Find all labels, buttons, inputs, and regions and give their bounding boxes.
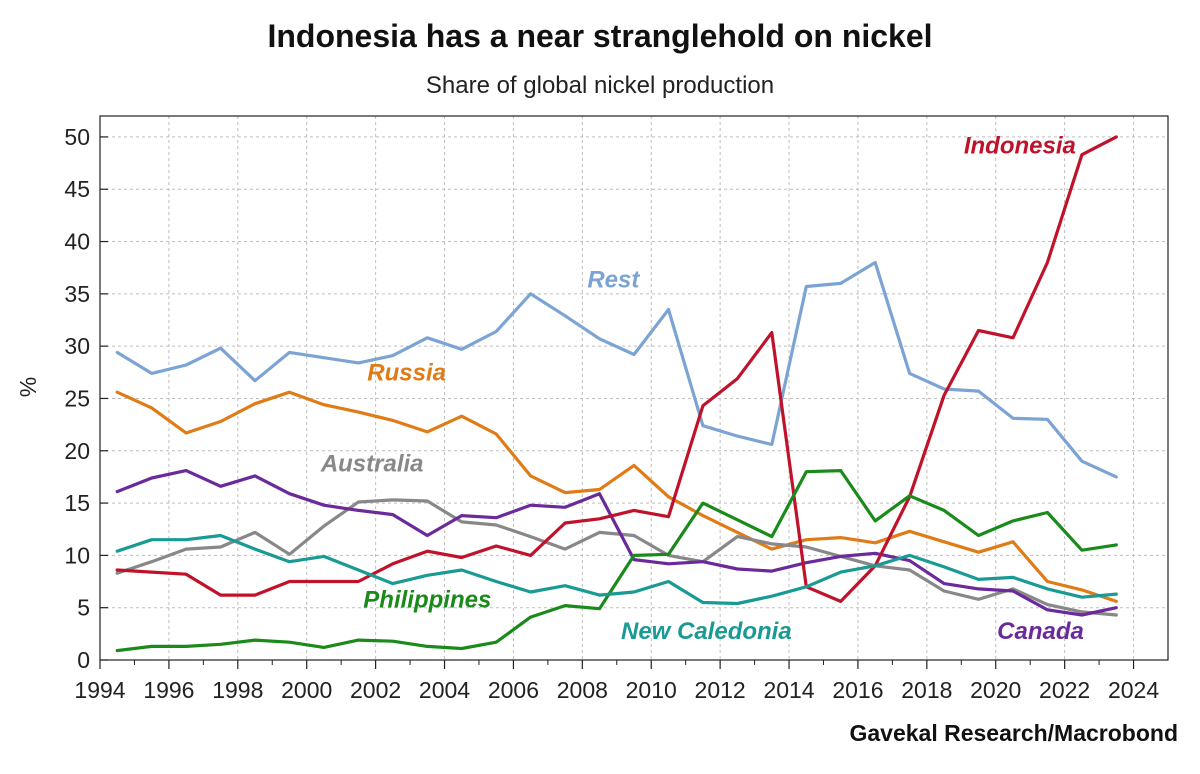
series-label-rest: Rest [587,267,640,294]
x-tick-label: 2016 [832,677,883,703]
series-label-new-caledonia: New Caledonia [621,618,792,645]
y-tick-label: 45 [64,176,90,202]
y-tick-label: 25 [64,385,90,411]
series-line-indonesia [115,135,1118,604]
series-line-new-caledonia [115,533,1118,606]
chart-subtitle: Share of global nickel production [425,72,775,99]
y-axis-label: % [15,377,41,397]
grid [100,116,1168,660]
x-tick-label: 2006 [488,677,539,703]
x-tick-label: 2008 [557,677,608,703]
series-label-indonesia: Indonesia [964,133,1076,160]
y-tick-label: 5 [77,595,90,621]
series-line-philippines [115,469,1118,653]
x-tick-label: 2024 [1108,677,1159,703]
y-tick-label: 10 [64,542,90,568]
x-tick-label: 2000 [281,677,332,703]
x-tick-label: 1994 [74,677,125,703]
series-label-philippines: Philippines [363,587,491,614]
series-lines [115,135,1118,653]
series-line-rest [115,260,1118,479]
x-tick-label: 2018 [901,677,952,703]
x-tick-label: 2020 [970,677,1021,703]
series-label-australia: Australia [320,451,424,478]
series-line-canada [115,469,1118,617]
x-tick-label: 2004 [419,677,470,703]
y-tick-label: 30 [64,333,90,359]
x-tick-label: 1996 [143,677,194,703]
y-tick-label: 0 [77,647,90,673]
y-tick-label: 15 [64,490,90,516]
x-tick-label: 2002 [350,677,401,703]
y-tick-label: 35 [64,281,90,307]
chart-title: Indonesia has a near stranglehold on nic… [267,18,933,54]
x-tick-label: 2012 [695,677,746,703]
x-tick-label: 1998 [212,677,263,703]
axes: 0 5 10 15 20 25 30 35 40 45 50 1994 1996 1998 2000 2002… [64,115,1169,703]
series-label-canada: Canada [997,618,1084,645]
y-tick-label: 50 [64,124,90,150]
series-label-russia: Russia [367,360,446,387]
plot-frame [99,115,1169,661]
series-line-australia [115,498,1118,617]
x-tick-label: 2022 [1039,677,1090,703]
y-tick-label: 40 [64,229,90,255]
x-tick-label: 2014 [763,677,814,703]
series-labels: Rest Russia Australia Indonesia Philippines N… [320,133,1084,645]
y-tick-label: 20 [64,438,90,464]
x-tick-label: 2010 [626,677,677,703]
source-credit: Gavekal Research/Macrobond [849,720,1178,746]
series-line-russia [115,390,1118,604]
